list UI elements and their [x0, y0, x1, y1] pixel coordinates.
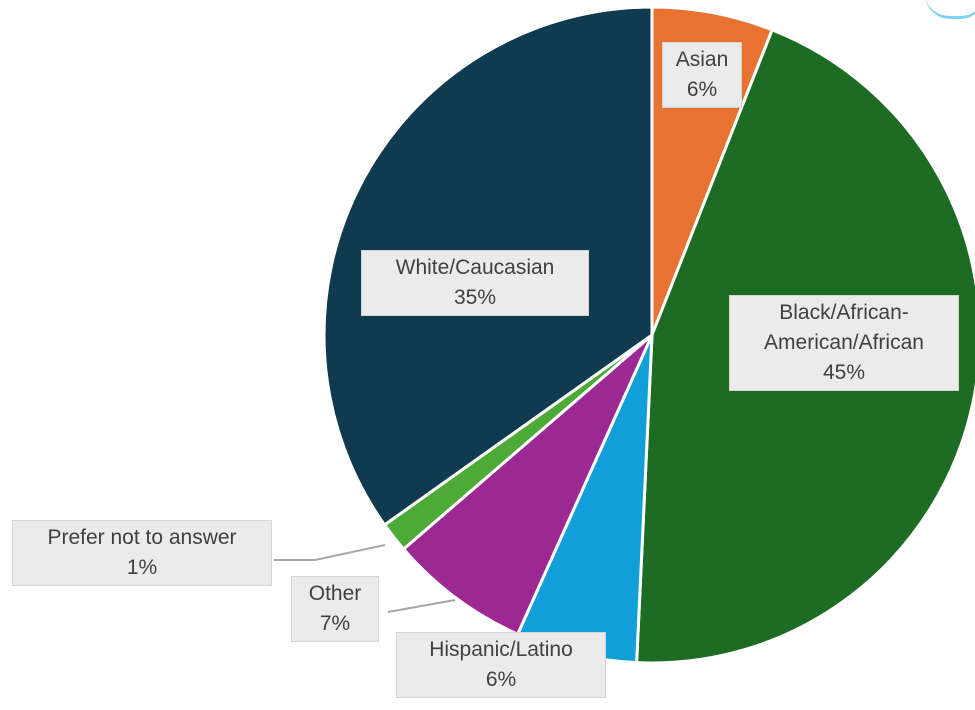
label-value: 1%	[126, 556, 158, 579]
label-category: Asian	[675, 48, 729, 71]
leader-line-other	[387, 599, 456, 613]
label-category: Other	[308, 582, 362, 605]
label-category: Hispanic/Latino	[429, 638, 573, 661]
leader-line-prefer-not-to-answer	[274, 544, 386, 561]
data-label-prefer-not-to-answer: Prefer not to answer 1%	[12, 520, 272, 586]
label-category: Prefer not to answer	[47, 526, 237, 549]
data-label-black-african-american: Black/African- American/African 45%	[729, 295, 959, 391]
label-value: 6%	[686, 78, 718, 101]
label-value: 35%	[453, 286, 497, 309]
label-value: 6%	[485, 668, 517, 691]
label-category-line1: Black/African-	[779, 301, 909, 324]
data-label-hispanic-latino: Hispanic/Latino 6%	[396, 632, 606, 698]
label-category-line2: American/African	[764, 331, 924, 354]
decorative-arc	[925, 0, 975, 19]
label-value: 7%	[319, 612, 351, 635]
data-label-other: Other 7%	[291, 576, 379, 642]
label-value: 45%	[822, 361, 866, 384]
data-label-asian: Asian 6%	[662, 42, 742, 108]
leader-lines	[274, 544, 456, 613]
data-label-white-caucasian: White/Caucasian 35%	[361, 250, 589, 316]
label-category: White/Caucasian	[395, 256, 555, 279]
